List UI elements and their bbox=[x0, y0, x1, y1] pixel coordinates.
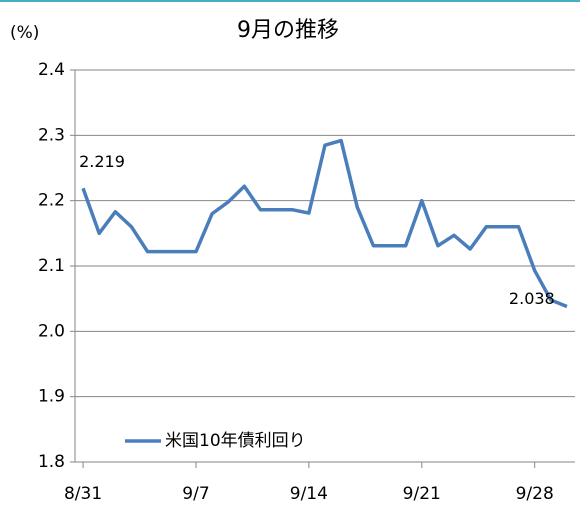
y-tick-label: 2.3 bbox=[38, 125, 65, 145]
x-tick-label: 9/7 bbox=[182, 484, 209, 504]
x-tick-label: 8/31 bbox=[64, 484, 102, 504]
y-tick-label: 1.9 bbox=[38, 387, 65, 407]
data-line bbox=[81, 138, 568, 309]
y-tick-label: 2.1 bbox=[38, 256, 65, 276]
y-tick-label: 2.0 bbox=[38, 321, 65, 341]
y-tick-label: 1.8 bbox=[38, 452, 65, 472]
y-tick-label: 2.4 bbox=[38, 60, 65, 80]
legend-label: 米国10年債利回り bbox=[165, 431, 306, 451]
y-axis-label: (%) bbox=[10, 23, 39, 43]
x-tick-label: 9/28 bbox=[516, 484, 554, 504]
x-tick-label: 9/21 bbox=[403, 484, 441, 504]
chart-title: 9月の推移 bbox=[237, 18, 339, 43]
data-label: 2.038 bbox=[509, 289, 555, 308]
data-label: 2.219 bbox=[79, 152, 125, 171]
x-tick-label: 9/14 bbox=[290, 484, 328, 504]
y-tick-label: 2.2 bbox=[38, 191, 65, 211]
